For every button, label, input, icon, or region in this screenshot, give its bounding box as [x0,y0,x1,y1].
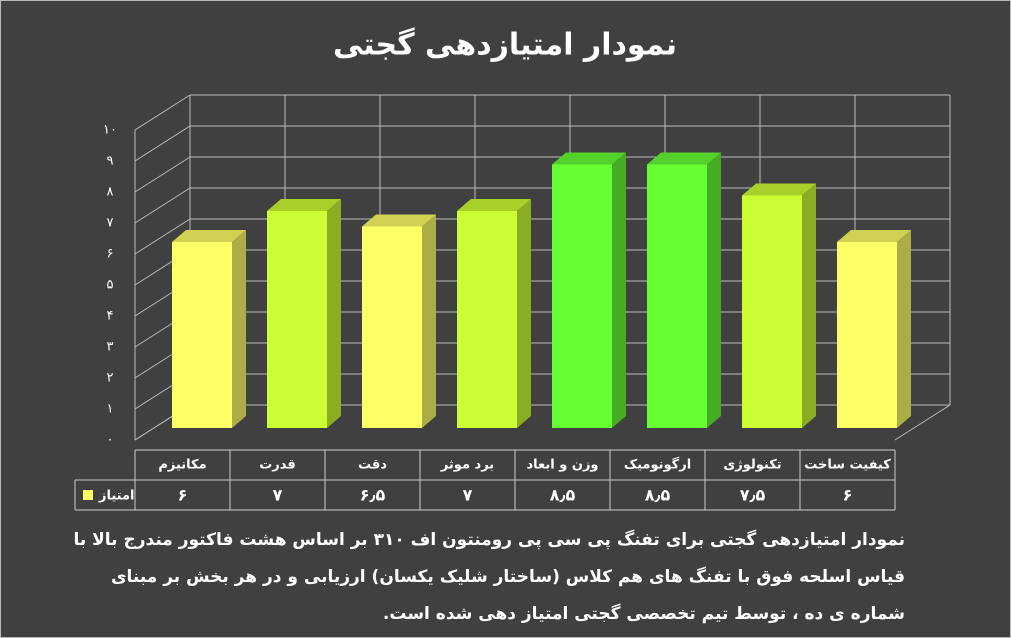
bar-top [362,214,436,227]
y-tick-label: ۱ [107,402,114,417]
value-label: ۶ [178,486,188,505]
bar-top [837,230,911,242]
x-tick-label: تکنولوژی [723,458,781,473]
y-tick-label: ۱۰ [103,123,117,138]
value-label: ۷ [273,486,283,505]
bar [837,242,897,428]
bar [552,164,612,428]
wall-line [894,404,951,441]
bar-top [457,199,531,211]
bar-side [802,183,816,428]
x-tick-label: ارگونومیک [624,457,691,473]
value-label: ۶٫۵ [360,486,386,505]
bar [457,211,517,428]
bar [647,164,707,428]
value-label: ۷ [463,486,473,505]
bar-top [267,199,341,211]
y-tick-label: ۰ [107,433,114,448]
x-tick-label: وزن و ابعاد [526,458,598,473]
y-tick-label: ۳ [107,340,114,355]
bar-top [742,183,816,196]
grid-line [134,94,191,131]
bar-side [517,199,531,428]
bar-top [552,152,626,165]
grid-line [134,156,191,193]
legend-label: امتیاز [98,489,134,504]
chart-title: نمودار امتیازدهی گجتی [333,27,677,63]
grid-line [134,125,191,162]
value-label: ۸٫۵ [645,486,671,505]
bar-side [707,152,721,428]
bar-side [612,152,626,428]
y-tick-label: ۴ [107,309,114,324]
value-label: ۸٫۵ [550,486,576,505]
x-tick-label: کیفیت ساخت [804,458,891,473]
plot: ۰ ۱ ۲ ۳ ۴ ۵ ۶ ۷ ۸ ۹ ۱۰ امتیاز مکانیزم ۶ قدرت ۷ دقت ۶٫۵ برد… [74,94,951,511]
caption: نمودار امتیازدهی گجتی برای تفنگ پی سی پی… [73,530,905,624]
y-tick-label: ۵ [107,278,114,293]
x-tick-label: مکانیزم [158,458,206,473]
bar-top [647,152,721,165]
bar-side [422,214,436,428]
y-tick-label: ۲ [107,371,114,386]
legend-swatch [83,490,93,500]
y-tick-label: ۶ [107,247,114,262]
bar-top [172,230,246,242]
bar [742,195,802,428]
bar-side [897,230,911,428]
grid-line [134,218,191,255]
y-tick-label: ۹ [107,154,114,169]
y-tick-label: ۸ [107,185,114,200]
bar [267,211,327,428]
x-tick-label: برد موثر [440,458,494,473]
bar [362,226,422,428]
value-label: ۷٫۵ [740,486,766,505]
bar [172,242,232,428]
y-tick-label: ۷ [107,216,114,231]
x-tick-label: دقت [358,458,387,473]
bar-side [232,230,246,428]
grid-line [134,187,191,224]
value-label: ۶ [843,486,853,505]
x-tick-label: قدرت [259,458,296,473]
bar-side [327,199,341,428]
